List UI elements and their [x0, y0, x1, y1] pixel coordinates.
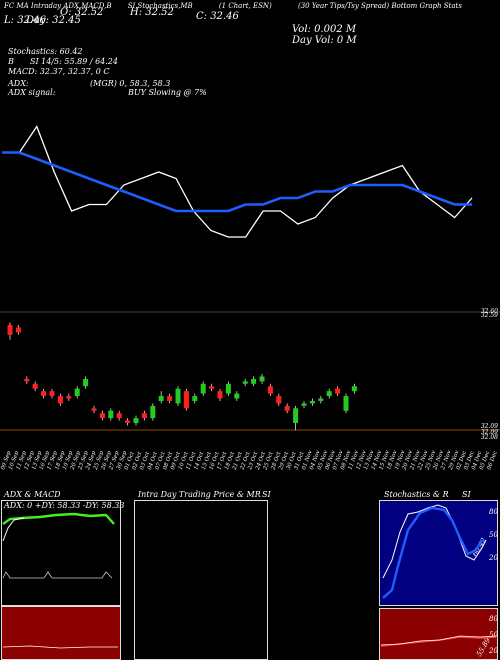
adx-signal-label: ADX signal: [8, 88, 56, 97]
candle-body [125, 420, 131, 423]
stoch-readout: Stochastics: 60.42 [8, 47, 83, 56]
mgr-readout: (MGR) 0, 58.3, 58.3 [90, 79, 171, 88]
candle-body [41, 391, 47, 397]
stoch-white-line [382, 504, 487, 579]
candle-body [158, 396, 164, 401]
candle-body [351, 386, 357, 392]
ohlc-c: C: 32.46 [196, 11, 239, 22]
candle-body [192, 396, 198, 401]
stoch-level-20: 20 [489, 554, 498, 562]
macd-readout: MACD: 32.37, 32.37, 0 C [8, 67, 110, 76]
candle-body [267, 386, 273, 394]
price-tick-label: 32.60 [481, 308, 498, 315]
candle-body [91, 408, 97, 411]
candle-body [318, 398, 324, 401]
candle-body [116, 413, 122, 419]
rsi-level-20: 20 [489, 647, 498, 655]
adx-panel-title: ADX & MACD [4, 490, 61, 499]
intra-panel-title: Intra Day Trading Price & MR [138, 490, 261, 499]
candle-body [141, 413, 147, 419]
rsi-level-50: 50 [489, 631, 498, 639]
adx-panel-readout: ADX: 0 +DY: 58.33 -DY: 58.33 [4, 501, 125, 510]
candle-body [259, 376, 265, 382]
rsi-white-line [380, 635, 497, 646]
price-tick-label: 32.09 [481, 423, 498, 430]
adx-minor-line [2, 571, 113, 579]
rsi-level-80: 80 [489, 615, 498, 623]
ohlc-l: L: 32.46 [4, 15, 46, 26]
stoch-level-80: 80 [489, 508, 498, 516]
candle-body [15, 327, 21, 333]
price-tick-label: 32.08 [481, 434, 498, 441]
candle-body [133, 418, 139, 423]
link-spread-stats[interactable]: (30 Year Tips/Tsy Spread) Bottom Graph S… [297, 2, 462, 10]
candle-body [7, 325, 13, 335]
candle-body [343, 396, 349, 411]
day-price: Day: 32.45 [26, 15, 81, 26]
candle-body [108, 410, 114, 419]
candle-body [301, 403, 307, 406]
price-line-1 [2, 151, 472, 213]
si-prefix: B [8, 57, 14, 66]
candle-body [293, 408, 299, 423]
buy-signal: BUY Slowing @ 7% [128, 88, 207, 97]
candle-body [309, 400, 315, 404]
day-volume: Day Vol: 0 M [292, 35, 357, 46]
candle-body [326, 391, 332, 397]
candle-body [242, 381, 248, 384]
candle-body [200, 383, 206, 394]
macd-panel [1, 606, 121, 660]
candle-body [99, 413, 105, 419]
candle-body [175, 388, 181, 404]
candle-body [276, 396, 282, 404]
adx-label: ADX: [8, 79, 29, 88]
candle-body [335, 388, 341, 394]
candle-body [284, 405, 290, 411]
candle-body [66, 396, 72, 399]
ohlc-h: H: 32.52 [130, 7, 174, 18]
volume: Vol: 0.002 M [292, 24, 357, 35]
candle-body [83, 378, 89, 387]
candle-body [150, 405, 156, 419]
price-line-0 [2, 125, 473, 238]
candle-body [74, 388, 80, 397]
candle-body [167, 396, 173, 401]
candle-body [183, 391, 189, 409]
candle-body [209, 386, 215, 389]
link-si-stoch[interactable]: SI,Stochastics,MB [127, 2, 193, 10]
candle-body [24, 378, 30, 382]
adx-white-line [2, 517, 25, 542]
candle-body [49, 391, 55, 397]
link-fc-ma[interactable]: FC MA Intraday [4, 2, 62, 10]
price-tick-label: 32.59 [481, 312, 498, 319]
adx-panel [1, 500, 121, 606]
stoch-blue-line [382, 506, 484, 599]
stoch-level-50: 50 [489, 531, 498, 539]
candle-body [57, 396, 63, 404]
candle-body [32, 383, 38, 389]
stoch-panel-si: SI [462, 490, 471, 499]
si-readout: SI 14/5: 55.89 / 64.24 [30, 57, 118, 66]
candle-body [217, 391, 223, 399]
rsi-panel [379, 608, 498, 660]
stoch-panel-title: Stochastics & R [384, 490, 449, 499]
adx-green-line [2, 512, 115, 525]
candle-body [225, 383, 231, 394]
candle-body [251, 378, 257, 384]
intra-panel-si: SI [262, 490, 271, 499]
link-adx-macd[interactable]: ADX,MACD,B [63, 2, 112, 10]
link-chart-esn[interactable]: (1 Chart, ESN) [218, 2, 272, 10]
header-links[interactable]: FC MA Intraday ADX,MACD,B SI,Stochastics… [4, 3, 462, 10]
candle-body [234, 393, 240, 399]
ohlc-o: O: 32.52 [60, 7, 104, 18]
rsi-red-line [380, 636, 497, 647]
price-tick-label: 32.09 [481, 429, 498, 436]
intra-panel [134, 500, 268, 660]
macd-line [2, 645, 118, 649]
